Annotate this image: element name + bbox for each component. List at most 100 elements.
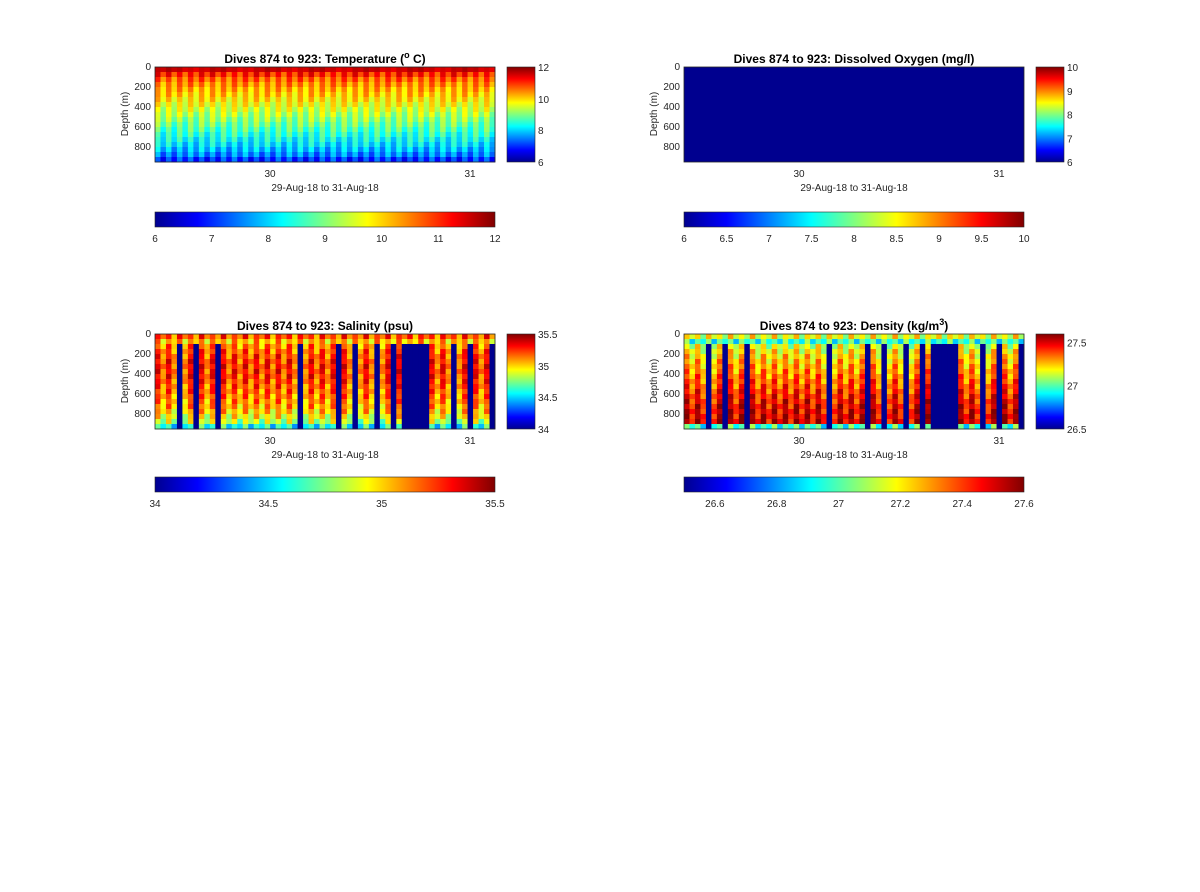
heatmap-cell bbox=[297, 102, 304, 108]
heatmap-cell bbox=[1018, 419, 1025, 425]
heatmap-cell bbox=[837, 359, 844, 365]
heatmap-cell bbox=[281, 404, 287, 410]
heatmap-cell bbox=[335, 122, 342, 128]
heatmap-cell bbox=[826, 414, 833, 420]
heatmap-cell bbox=[319, 112, 326, 118]
heatmap-cell bbox=[716, 379, 723, 385]
heatmap-cell bbox=[155, 419, 161, 425]
heatmap-cell bbox=[881, 339, 888, 345]
heatmap-cell bbox=[165, 364, 172, 370]
heatmap-cell bbox=[804, 424, 811, 430]
heatmap-cell bbox=[727, 399, 734, 405]
heatmap-cell bbox=[193, 354, 200, 360]
heatmap-cell bbox=[253, 384, 260, 390]
side-colorbar-tick: 27 bbox=[1067, 382, 1079, 393]
heatmap-cell bbox=[401, 142, 408, 148]
heatmap-cell bbox=[357, 132, 364, 138]
heatmap-cell bbox=[969, 334, 975, 340]
heatmap-cell bbox=[264, 102, 271, 108]
heatmap-cell bbox=[286, 82, 293, 88]
heatmap-cell bbox=[341, 349, 348, 355]
heatmap-cell bbox=[705, 364, 712, 370]
heatmap-cell bbox=[793, 354, 800, 360]
heatmap-cell bbox=[451, 87, 457, 93]
heatmap-cell bbox=[914, 339, 921, 345]
heatmap-cell bbox=[489, 349, 496, 355]
heatmap-cell bbox=[231, 97, 238, 103]
heatmap-cell bbox=[821, 424, 827, 430]
heatmap-cell bbox=[1013, 344, 1019, 350]
heatmap-cell bbox=[335, 364, 342, 370]
heatmap-cell bbox=[799, 409, 805, 415]
heatmap-cell bbox=[864, 364, 871, 370]
heatmap-cell bbox=[407, 399, 414, 405]
heatmap-cell bbox=[330, 399, 337, 405]
heatmap-cell bbox=[473, 404, 479, 410]
heatmap-cell bbox=[155, 389, 161, 395]
heatmap-cell bbox=[451, 122, 457, 128]
heatmap-cell bbox=[286, 334, 293, 340]
heatmap-cell bbox=[357, 414, 364, 420]
heatmap-cell bbox=[368, 72, 375, 78]
heatmap-cell bbox=[215, 92, 222, 98]
heatmap-cell bbox=[346, 112, 353, 118]
heatmap-cell bbox=[991, 344, 997, 350]
heatmap-cell bbox=[985, 349, 992, 355]
heatmap-cell bbox=[325, 72, 331, 78]
heatmap-cell bbox=[914, 399, 921, 405]
heatmap-cell bbox=[396, 142, 403, 148]
heatmap-cell bbox=[390, 137, 397, 143]
bottom-colorbar-tick: 8 bbox=[266, 234, 272, 245]
heatmap-cell bbox=[220, 399, 227, 405]
heatmap-cell bbox=[319, 339, 326, 345]
heatmap-cell bbox=[930, 344, 937, 350]
heatmap-cell bbox=[478, 132, 485, 138]
heatmap-cell bbox=[407, 152, 414, 158]
heatmap-cell bbox=[237, 339, 244, 345]
heatmap-cell bbox=[826, 389, 833, 395]
heatmap-cell bbox=[237, 344, 244, 350]
x-axis-label: 29-Aug-18 to 31-Aug-18 bbox=[800, 450, 908, 461]
heatmap-cell bbox=[314, 424, 320, 430]
heatmap-cell bbox=[864, 339, 871, 345]
heatmap-cell bbox=[330, 404, 337, 410]
heatmap-cell bbox=[897, 394, 904, 400]
heatmap-cell bbox=[264, 349, 271, 355]
heatmap-cell bbox=[319, 344, 326, 350]
heatmap-cell bbox=[963, 349, 970, 355]
heatmap-cell bbox=[451, 339, 457, 345]
heatmap-cell bbox=[451, 334, 457, 340]
heatmap bbox=[155, 334, 496, 430]
heatmap-cell bbox=[854, 419, 860, 425]
heatmap-cell bbox=[335, 97, 342, 103]
heatmap-cell bbox=[429, 384, 435, 390]
heatmap-cell bbox=[700, 334, 707, 340]
heatmap-cell bbox=[423, 379, 430, 385]
heatmap-cell bbox=[242, 394, 249, 400]
heatmap-cell bbox=[215, 132, 222, 138]
heatmap-cell bbox=[489, 102, 496, 108]
heatmap-cell bbox=[434, 364, 441, 370]
heatmap-cell bbox=[209, 404, 216, 410]
heatmap-cell bbox=[412, 364, 419, 370]
heatmap-cell bbox=[418, 107, 425, 113]
heatmap-cell bbox=[407, 97, 414, 103]
heatmap-cell bbox=[870, 404, 877, 410]
heatmap-cell bbox=[264, 394, 271, 400]
heatmap-cell bbox=[379, 424, 386, 430]
heatmap-cell bbox=[341, 384, 348, 390]
heatmap-cell bbox=[231, 364, 238, 370]
heatmap-cell bbox=[368, 379, 375, 385]
heatmap-cell bbox=[821, 344, 827, 350]
heatmap-cell bbox=[374, 92, 381, 98]
heatmap-cell bbox=[303, 359, 309, 365]
heatmap-cell bbox=[325, 409, 331, 415]
heatmap-cell bbox=[346, 414, 353, 420]
heatmap-cell bbox=[930, 364, 937, 370]
heatmap-cell bbox=[215, 152, 222, 158]
heatmap-cell bbox=[848, 359, 855, 365]
heatmap-cell bbox=[231, 147, 238, 153]
heatmap-cell bbox=[440, 102, 446, 108]
heatmap-cell bbox=[684, 349, 690, 355]
heatmap-cell bbox=[684, 394, 690, 400]
